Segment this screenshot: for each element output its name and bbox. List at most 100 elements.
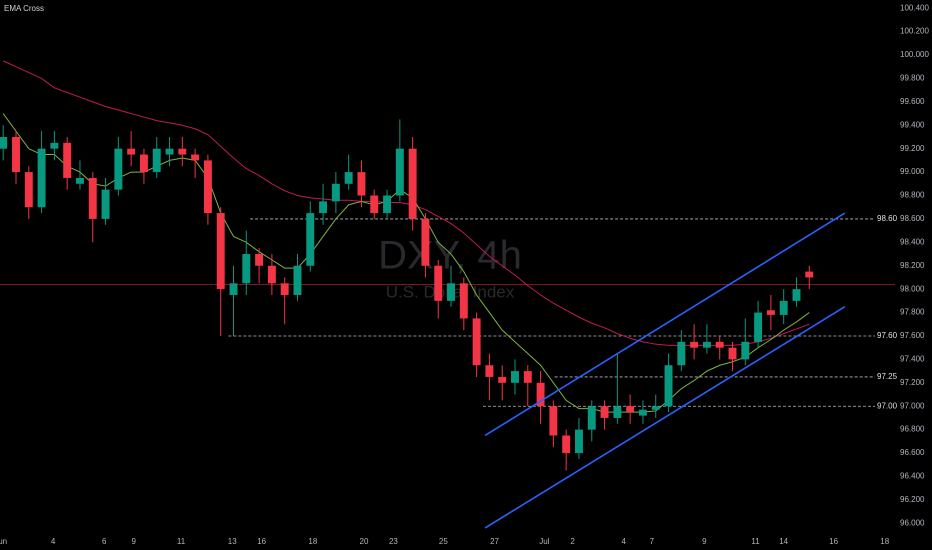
x-tick-label: 11 <box>751 537 760 546</box>
y-tick-label: 96.800 <box>900 425 925 434</box>
x-tick-label: 7 <box>650 537 655 546</box>
x-tick-label: 6 <box>102 537 107 546</box>
candle-body <box>50 142 59 149</box>
x-tick-label: 23 <box>389 537 398 546</box>
candle-body <box>255 254 264 266</box>
candle-body <box>344 172 353 184</box>
candle-body <box>165 148 174 155</box>
candle-body <box>139 154 148 173</box>
candle-body <box>613 406 622 418</box>
y-tick-label: 100.000 <box>900 50 929 59</box>
candle-body <box>0 136 8 149</box>
x-tick-label: 20 <box>360 537 369 546</box>
candle-body <box>702 341 711 348</box>
candle-body <box>728 347 737 360</box>
y-tick-label: 99.600 <box>900 97 925 106</box>
x-tick-label: 18 <box>308 537 317 546</box>
ema-line <box>2 60 810 346</box>
channel-line <box>484 306 846 529</box>
x-tick-label: 27 <box>490 537 499 546</box>
x-tick-label: 25 <box>439 537 448 546</box>
channel-line <box>484 212 846 437</box>
candle-body <box>792 289 801 301</box>
candle-body <box>114 148 123 190</box>
y-tick-label: 96.600 <box>900 448 925 457</box>
y-tick-label: 98.000 <box>900 284 925 293</box>
x-tick-label: 9 <box>702 537 707 546</box>
candle-body <box>395 148 404 196</box>
level-label: 98.60 <box>877 214 898 223</box>
candle-body <box>63 142 72 178</box>
level-label: 97.25 <box>877 372 898 381</box>
candle-body <box>191 154 200 161</box>
y-tick-label: 99.200 <box>900 144 925 153</box>
candle-body <box>741 341 750 360</box>
x-tick-label: 16 <box>829 537 838 546</box>
x-tick-label: 9 <box>131 537 136 546</box>
candle-body <box>766 310 775 315</box>
candle-body <box>626 406 635 413</box>
y-tick-label: 96.400 <box>900 472 925 481</box>
y-tick-label: 97.200 <box>900 378 925 387</box>
x-tick-label: 2 <box>570 537 575 546</box>
candle-body <box>638 409 647 416</box>
candle-body <box>459 283 468 319</box>
y-tick-label: 96.200 <box>900 495 925 504</box>
candle-body <box>600 406 609 418</box>
y-tick-label: 99.000 <box>900 167 925 176</box>
x-tick-label: Jul <box>539 537 549 546</box>
candle-body <box>562 435 571 454</box>
candle-body <box>715 341 724 348</box>
candle-body <box>267 265 276 284</box>
x-tick-label: 11 <box>177 537 186 546</box>
candle-body <box>319 201 328 214</box>
candle-body <box>779 300 788 315</box>
candle-body <box>37 148 46 208</box>
candle-body <box>229 283 238 296</box>
level-label: 97.00 <box>877 401 898 410</box>
candle-body <box>293 265 302 296</box>
y-tick-label: 100.200 <box>900 27 929 36</box>
x-tick-label: 18 <box>880 537 889 546</box>
candle-body <box>754 312 763 342</box>
candle-body <box>434 265 443 301</box>
candle-body <box>357 172 366 196</box>
y-tick-label: 99.800 <box>900 74 925 83</box>
x-tick-label: Jun <box>0 537 7 546</box>
candle-body <box>331 183 340 202</box>
y-tick-label: 98.600 <box>900 214 925 223</box>
candle-body <box>485 365 494 377</box>
x-tick-label: 4 <box>51 537 56 546</box>
y-tick-label: 97.800 <box>900 308 925 317</box>
candle-body <box>383 195 392 214</box>
y-tick-label: 97.000 <box>900 401 925 410</box>
candle-body <box>203 160 212 214</box>
ema-line <box>2 113 810 413</box>
candle-body <box>306 213 315 266</box>
candle-body <box>677 341 686 366</box>
level-label: 97.60 <box>877 331 898 340</box>
candle-body <box>472 318 481 366</box>
candle-body <box>498 376 507 383</box>
candle-body <box>587 406 596 430</box>
y-tick-label: 100.400 <box>900 3 929 12</box>
y-tick-label: 96.000 <box>900 518 925 527</box>
candle-body <box>178 148 187 155</box>
candle-body <box>651 406 660 410</box>
indicator-title: EMA Cross <box>4 4 44 13</box>
candle-body <box>88 177 97 219</box>
candle-body <box>664 365 673 407</box>
y-tick-label: 99.400 <box>900 120 925 129</box>
candle-body <box>536 382 545 407</box>
candle-body <box>523 371 532 383</box>
candle-body <box>101 189 110 219</box>
candle-body <box>76 177 84 184</box>
y-tick-label: 98.400 <box>900 237 925 246</box>
candle-body <box>511 371 519 383</box>
candle-body <box>242 254 251 284</box>
y-tick-label: 98.800 <box>900 191 925 200</box>
candle-body <box>12 136 20 173</box>
candle-body <box>447 283 455 301</box>
